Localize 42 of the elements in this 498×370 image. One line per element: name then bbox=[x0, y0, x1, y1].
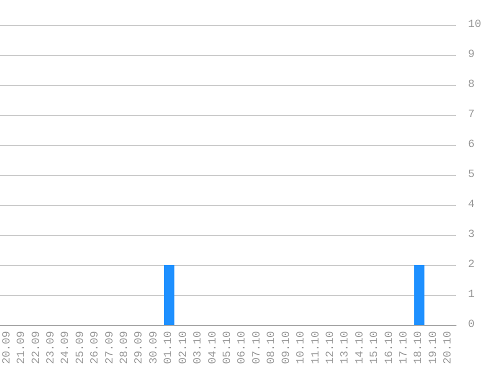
y-tick-label: 0 bbox=[468, 319, 475, 331]
x-tick-label: 27.09 bbox=[104, 331, 116, 364]
x-tick-label: 28.09 bbox=[119, 331, 132, 364]
x-tick-label: 20.10 bbox=[442, 331, 455, 364]
x-tick-label: 22.09 bbox=[30, 331, 43, 364]
y-tick-label: 9 bbox=[468, 49, 475, 61]
y-tick-label: 5 bbox=[468, 169, 475, 181]
x-tick-label: 25.09 bbox=[74, 331, 87, 364]
x-tick-label: 10.10 bbox=[296, 331, 308, 364]
x-tick-label: 26.09 bbox=[90, 331, 102, 364]
x-tick-label: 29.09 bbox=[134, 331, 146, 364]
y-tick-label: 2 bbox=[468, 259, 475, 271]
x-tick-label: 05.10 bbox=[222, 331, 234, 364]
x-tick-label: 23.09 bbox=[45, 331, 58, 364]
x-tick-label: 13.10 bbox=[340, 331, 352, 364]
x-tick-label: 17.10 bbox=[398, 331, 411, 364]
x-tick-label: 04.10 bbox=[207, 331, 220, 364]
x-tick-label: 06.10 bbox=[236, 331, 249, 364]
x-tick-label: 02.10 bbox=[178, 331, 190, 364]
x-tick-label: 03.10 bbox=[192, 331, 205, 364]
y-tick-label: 4 bbox=[468, 199, 475, 211]
x-tick-label: 18.10 bbox=[413, 331, 426, 364]
x-tick-label: 14.10 bbox=[354, 331, 366, 364]
x-tick-label: 15.10 bbox=[369, 331, 382, 364]
y-tick-label: 7 bbox=[468, 109, 475, 121]
x-tick-label: 07.10 bbox=[251, 331, 264, 364]
x-tick-label: 08.10 bbox=[266, 331, 278, 364]
x-tick-label: 11.10 bbox=[310, 331, 322, 364]
y-tick-label: 1 bbox=[468, 289, 475, 301]
y-tick-label: 3 bbox=[468, 229, 475, 241]
y-tick-label: 8 bbox=[468, 79, 475, 91]
y-tick-label: 10 bbox=[468, 19, 482, 31]
x-tick-label: 09.10 bbox=[280, 331, 293, 364]
x-tick-label: 24.09 bbox=[60, 331, 72, 364]
x-tick-label: 12.10 bbox=[324, 331, 337, 364]
x-tick-label: 19.10 bbox=[428, 331, 440, 364]
x-tick-label: 01.10 bbox=[163, 331, 176, 364]
x-tick-label: 21.09 bbox=[16, 331, 28, 364]
x-tick-label: 30.09 bbox=[148, 331, 160, 364]
x-tick-label: 16.10 bbox=[384, 331, 396, 364]
y-tick-label: 6 bbox=[468, 139, 475, 151]
x-tick-label: 20.09 bbox=[1, 331, 14, 364]
